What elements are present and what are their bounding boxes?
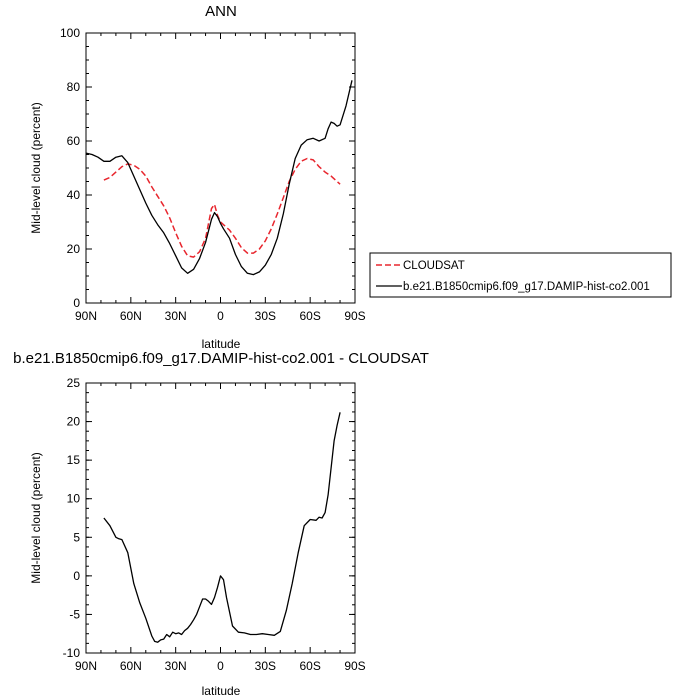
top-x-tick-label: 90S: [344, 309, 365, 323]
top-series-cloudsat-line: [103, 157, 341, 258]
top-x-tick-label: 30N: [165, 309, 187, 323]
top-chart-x-axis-label: latitude: [202, 337, 241, 351]
bottom-y-tick-label: 15: [67, 453, 81, 467]
legend-cloudsat-label: CLOUDSAT: [403, 260, 465, 272]
top-x-tick-label: 60S: [299, 309, 320, 323]
bottom-y-tick-label: 25: [67, 376, 81, 390]
bottom-chart-frame: [85, 382, 356, 654]
top-x-tick-label: 90N: [75, 309, 97, 323]
top-chart-plot-area: 90N 60N 30N 0 30S 60S 90S 0 20 40 60 80 100: [60, 26, 366, 323]
top-y-tick-label: 80: [67, 80, 81, 94]
legend: CLOUDSAT b.e21.B1850cmip6.f09_g17.DAMIP-…: [369, 252, 672, 298]
bottom-y-tick-label: -5: [69, 607, 80, 621]
bottom-y-tick-label: -10: [63, 646, 81, 660]
bottom-x-tick-label: 60S: [299, 659, 320, 673]
bottom-chart-y-axis-label: Mid-level cloud (percent): [29, 452, 43, 583]
top-x-tick-label: 30S: [255, 309, 276, 323]
top-y-tick-label: 40: [67, 188, 81, 202]
bottom-x-tick-label: 30S: [255, 659, 276, 673]
top-chart-frame: [85, 32, 356, 304]
bottom-chart-title: b.e21.B1850cmip6.f09_g17.DAMIP-hist-co2.…: [13, 350, 429, 367]
bottom-chart-x-axis-label: latitude: [202, 684, 241, 698]
top-x-tick-label: 0: [217, 309, 224, 323]
top-chart-title: ANN: [205, 3, 237, 20]
bottom-y-tick-label: 20: [67, 415, 81, 429]
top-y-tick-label: 60: [67, 134, 81, 148]
top-chart-y-axis-label: Mid-level cloud (percent): [29, 102, 43, 233]
bottom-x-tick-label: 60N: [120, 659, 142, 673]
bottom-y-tick-label: 0: [73, 569, 80, 583]
top-y-tick-label: 20: [67, 242, 81, 256]
bottom-y-tick-label: 10: [67, 492, 81, 506]
top-x-tick-label: 60N: [120, 309, 142, 323]
legend-model-label: b.e21.B1850cmip6.f09_g17.DAMIP-hist-co2.…: [403, 281, 650, 293]
legend-box: [369, 252, 672, 298]
bottom-x-tick-label: 90N: [75, 659, 97, 673]
top-y-tick-label: 100: [60, 26, 80, 40]
bottom-chart-plot-area: 90N 60N 30N 0 30S 60S 90S -10 -5 0 5 10 15 20 25: [63, 376, 366, 673]
bottom-y-tick-label: 5: [73, 530, 80, 544]
top-series-model-line: [85, 80, 353, 276]
top-y-tick-label: 0: [73, 296, 80, 310]
bottom-x-tick-label: 90S: [344, 659, 365, 673]
bottom-x-tick-label: 0: [217, 659, 224, 673]
bottom-series-difference-line: [103, 412, 341, 643]
bottom-x-tick-label: 30N: [165, 659, 187, 673]
